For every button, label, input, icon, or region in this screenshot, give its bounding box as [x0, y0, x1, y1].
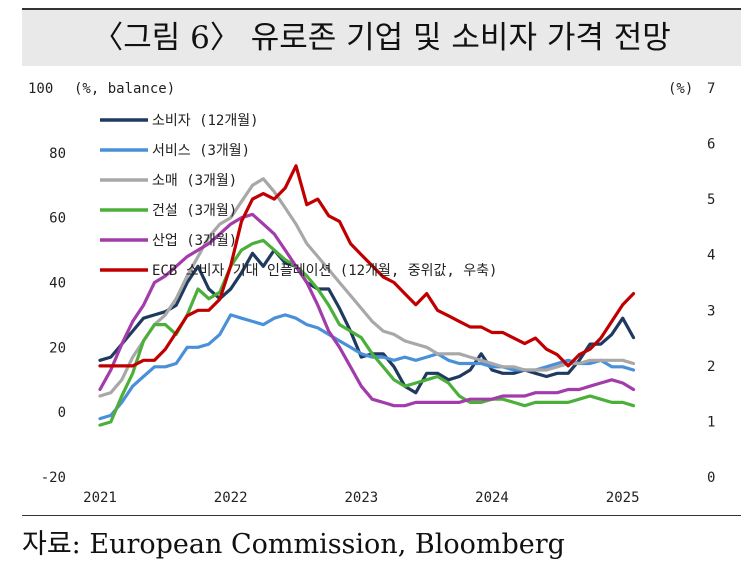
legend-label-3: 건설 (3개월)	[152, 203, 237, 219]
left-tick-label: 40	[49, 276, 66, 292]
right-tick-label: 3	[707, 303, 715, 319]
right-tick-label: 4	[707, 248, 715, 264]
x-tick-label: 2023	[344, 490, 378, 506]
left-tick-label: 60	[49, 211, 66, 227]
axes: (%, balance) (%) 80 60 40 20 0 -20 100 7 6 5 4 3 2 1 0 20…	[28, 81, 715, 506]
x-tick-label: 2022	[214, 490, 248, 506]
x-tick-label: 2024	[475, 490, 509, 506]
legend-label-0: 소비자 (12개월)	[152, 113, 259, 129]
series-line-3	[98, 238, 636, 427]
legend-label-2: 소매 (3개월)	[152, 173, 237, 189]
left-tick-label: -20	[41, 470, 66, 486]
left-tick-label: 0	[58, 405, 66, 421]
source-note: 자료: European Commission, Bloomberg	[22, 529, 565, 560]
left-tick-label: 20	[49, 340, 66, 356]
series-line-2	[98, 177, 636, 398]
right-axis-unit-label: (%)	[668, 81, 693, 97]
x-tick-label: 2025	[606, 490, 640, 506]
right-tick-label: 2	[707, 359, 715, 375]
left-axis-unit-label: (%, balance)	[74, 81, 175, 97]
left-tick-label: 80	[49, 146, 66, 162]
left-tick-label: 100	[28, 81, 53, 97]
source-divider	[22, 515, 741, 516]
series-line-5	[98, 164, 636, 368]
chart: (%, balance) (%) 80 60 40 20 0 -20 100 7 6 5 4 3 2 1 0 20…	[28, 81, 715, 506]
legend-label-5: ECB 소비자 기대 인플레이션 (12개월, 중위값, 우축)	[152, 263, 497, 279]
series-line-1	[98, 313, 636, 421]
right-tick-label: 6	[707, 137, 715, 153]
series-line-4	[98, 212, 636, 408]
x-tick-label: 2021	[83, 490, 117, 506]
title-bar: 〈그림 6〉 유로존 기업 및 소비자 가격 전망	[22, 8, 741, 66]
right-tick-label: 1	[707, 414, 715, 430]
legend-label-4: 산업 (3개월)	[152, 233, 237, 249]
legend-label-1: 서비스 (3개월)	[152, 143, 250, 159]
right-tick-label: 5	[707, 192, 715, 208]
right-tick-label: 7	[707, 81, 715, 97]
chart-title: 〈그림 6〉 유로존 기업 및 소비자 가격 전망	[92, 20, 671, 56]
legend: 소비자 (12개월) 서비스 (3개월) 소매 (3개월) 건설 (3개월) 산업 (3…	[100, 113, 497, 279]
right-tick-label: 0	[707, 470, 715, 486]
series-layer	[98, 164, 636, 427]
